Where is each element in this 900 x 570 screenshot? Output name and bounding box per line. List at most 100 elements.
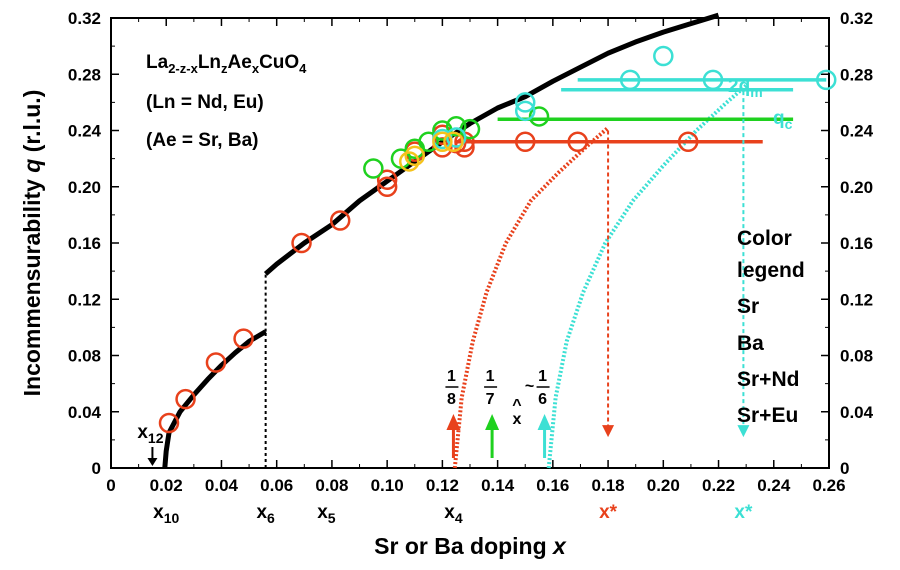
x-sub-label: x4 xyxy=(444,502,463,526)
y-axis-title: Incommensurability q (r.l.u.) xyxy=(19,90,45,397)
y-tick-label-right: 0.04 xyxy=(840,403,874,422)
data-point-srnd xyxy=(514,92,536,113)
legend-title-2: legend xyxy=(737,259,805,282)
xhat-hat: ^ xyxy=(512,397,521,414)
xstar-arrow-head xyxy=(737,425,750,438)
x-axis-title: Sr or Ba doping x xyxy=(374,533,567,559)
x-tick-label: 0.08 xyxy=(315,476,348,495)
data-point-ba xyxy=(528,106,550,127)
y-tick-label-right: 0.12 xyxy=(840,290,873,309)
legend-item-sreu: Sr+Eu xyxy=(737,404,798,427)
fraction-approx: ~ xyxy=(525,378,534,395)
legend-item-sr: Sr xyxy=(737,295,759,318)
formula-line-3: (Ae = Sr, Ba) xyxy=(146,130,258,151)
data-point-srnd xyxy=(702,69,724,91)
y-tick-label-left: 0 xyxy=(92,459,101,478)
fraction-numerator: 1 xyxy=(538,368,547,385)
fraction-numerator: 1 xyxy=(486,368,495,385)
annotations: x10 x6 x5 x4 x12 x* x* 1 8 1 7 1 6~^x xyxy=(137,368,753,526)
two-qm-label: 2qm xyxy=(728,76,763,100)
x-sub-label: x10 xyxy=(153,502,179,526)
y-tick-label-right: 0.16 xyxy=(840,234,873,253)
x-tick-label: 0.02 xyxy=(150,476,183,495)
data-point-ba xyxy=(445,116,467,137)
fraction-arrow-head xyxy=(446,414,461,430)
xstar-label: x* xyxy=(734,502,753,523)
data-point-sr xyxy=(158,412,180,434)
x-tick-label: 0.06 xyxy=(260,476,293,495)
data-point-srnd xyxy=(815,69,837,91)
y-tick-label-right: 0 xyxy=(840,459,849,478)
y-tick-label-right: 0.32 xyxy=(840,9,873,28)
data-point-ba xyxy=(390,148,412,169)
data-point-sr xyxy=(233,328,254,349)
y-tick-label-left: 0.24 xyxy=(68,122,102,141)
qc-label: qc xyxy=(773,108,793,132)
y-tick-label-right: 0.24 xyxy=(840,122,874,141)
data-point-sr xyxy=(677,131,699,152)
y-tick-label-right: 0.08 xyxy=(840,347,873,366)
data-point-sr xyxy=(376,176,398,197)
fraction-denominator: 7 xyxy=(486,391,495,408)
legend-title-1: Color xyxy=(737,227,792,250)
data-points xyxy=(158,45,837,434)
data-point-srnd xyxy=(445,127,467,148)
color-legend: Color legend Sr Ba Sr+Nd Sr+Eu xyxy=(737,227,805,427)
x-tick-label: 0.12 xyxy=(426,476,459,495)
xstar-arrow-head xyxy=(602,425,615,438)
q-labels: 2qm qc xyxy=(728,76,793,132)
data-point-sreu xyxy=(432,131,453,152)
formula-box: La2-z-xLnzAexCuO4 (Ln = Nd, Eu) (Ae = Sr… xyxy=(146,52,307,151)
y-tick-label-left: 0.32 xyxy=(68,9,101,28)
x-tick-label: 0.10 xyxy=(371,476,404,495)
fraction-numerator: 1 xyxy=(447,368,456,385)
y-tick-label-right: 0.20 xyxy=(840,178,873,197)
data-point-srnd xyxy=(653,45,674,67)
y-tick-label-left: 0.04 xyxy=(68,403,102,422)
curve-low-doping xyxy=(162,329,267,469)
y-tick-label-left: 0.20 xyxy=(68,178,101,197)
y-tick-label-left: 0.08 xyxy=(68,347,101,366)
x12-label: x12 xyxy=(137,422,163,446)
x-tick-label: 0.26 xyxy=(812,476,845,495)
data-point-srnd xyxy=(514,100,536,122)
data-point-sr xyxy=(376,169,398,190)
data-point-sreu xyxy=(443,131,464,152)
data-point-sr xyxy=(514,131,536,152)
axis-ticks: 0 0.02 0.04 0.06 0.08 0.10 0.12 0.14 0.16 0.18 0.2… xyxy=(68,9,874,495)
formula-line-2: (Ln = Nd, Eu) xyxy=(146,92,264,113)
data-point-ba xyxy=(418,131,439,152)
x-sub-label: x6 xyxy=(256,502,275,526)
data-point-sr xyxy=(175,388,196,410)
formula-line-1: La2-z-xLnzAexCuO4 xyxy=(146,52,307,76)
curve-high-doping xyxy=(263,12,720,276)
xstar-label: x* xyxy=(599,502,618,523)
fraction-arrow-head xyxy=(537,414,552,430)
fraction-denominator: 6 xyxy=(538,391,547,408)
y-tick-label-left: 0.28 xyxy=(68,65,101,84)
data-point-sr xyxy=(291,232,312,254)
data-point-sr xyxy=(329,210,351,231)
steep-curve-sr xyxy=(452,126,610,469)
data-point-sr xyxy=(205,352,227,373)
x12-arrow-head xyxy=(147,458,158,466)
legend-item-srnd: Sr+Nd xyxy=(737,368,799,391)
x-tick-label: 0.22 xyxy=(702,476,735,495)
legend-item-ba: Ba xyxy=(737,332,764,355)
data-point-ba xyxy=(363,158,384,179)
x-tick-label: 0.16 xyxy=(536,476,569,495)
x-sub-label: x5 xyxy=(317,502,336,526)
data-point-sr xyxy=(567,131,588,152)
fraction-arrow-head xyxy=(485,414,500,430)
data-point-sreu xyxy=(398,151,420,172)
x-tick-label: 0.18 xyxy=(592,476,625,495)
y-tick-label-right: 0.28 xyxy=(840,65,873,84)
data-point-sreu xyxy=(404,145,426,167)
x-tick-label: 0.04 xyxy=(205,476,239,495)
x-tick-label: 0 xyxy=(106,476,115,495)
data-point-srnd xyxy=(619,69,641,91)
xhat-label: x xyxy=(512,411,521,428)
y-tick-label-left: 0.16 xyxy=(68,234,101,253)
y-tick-label-left: 0.12 xyxy=(68,290,101,309)
